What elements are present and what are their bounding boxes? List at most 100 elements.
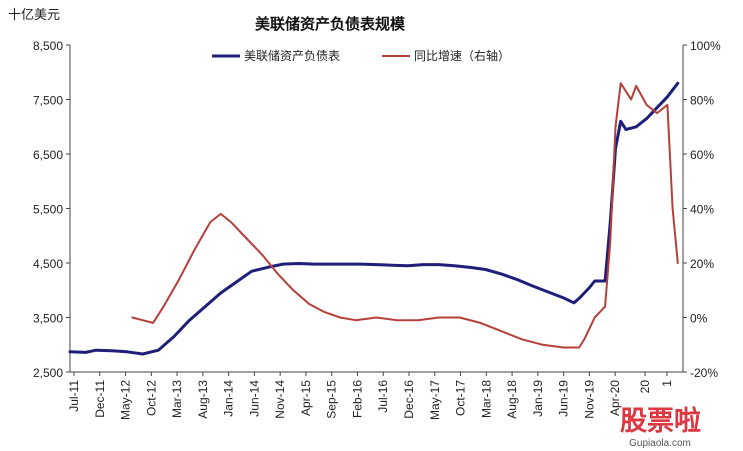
data-point-yoy-growth [578, 346, 580, 349]
y-right-tick-label: -20% [690, 366, 718, 380]
data-point-balance-sheet [485, 268, 487, 271]
x-tick-label: Jan-19 [531, 380, 545, 417]
data-point-balance-sheet [620, 120, 622, 122]
x-tick-label: Apr-20 [608, 380, 622, 416]
legend-label-yoy-growth: 同比增速（右轴） [414, 48, 510, 63]
data-point-yoy-growth [588, 327, 591, 329]
data-point-balance-sheet [666, 96, 669, 98]
y-right-tick-label: 40% [690, 203, 714, 217]
data-point-yoy-growth [308, 303, 310, 305]
data-point-yoy-growth [500, 330, 502, 332]
x-tick-label: Jan-14 [222, 380, 236, 417]
data-point-yoy-growth [230, 221, 232, 223]
data-point-balance-sheet [360, 263, 362, 265]
x-tick-label: May-12 [119, 380, 133, 420]
x-tick-label: Aug-18 [505, 380, 519, 419]
data-point-balance-sheet [251, 270, 253, 272]
data-point-yoy-growth [604, 306, 606, 308]
watermark: 股票啦 Gupiaola.com [620, 405, 701, 449]
data-point-balance-sheet [438, 264, 440, 266]
x-tick-label: 20 [638, 380, 652, 394]
x-tick-label: Aug-13 [196, 380, 210, 419]
data-point-yoy-growth [635, 85, 637, 87]
data-point-balance-sheet [573, 302, 575, 304]
data-point-yoy-growth [131, 316, 133, 319]
data-point-yoy-growth [459, 316, 461, 319]
x-tick-label: Oct-17 [454, 380, 468, 416]
data-point-yoy-growth [355, 319, 357, 321]
data-point-balance-sheet [375, 264, 378, 266]
x-tick-label: Nov-19 [582, 380, 596, 419]
y-left-tick-label: 2,500 [33, 366, 63, 380]
data-point-yoy-growth [292, 289, 294, 291]
data-point-yoy-growth [677, 262, 679, 264]
data-point-yoy-growth [521, 338, 523, 340]
data-point-balance-sheet [547, 291, 549, 293]
data-point-yoy-growth [646, 104, 648, 106]
data-point-balance-sheet [677, 82, 679, 84]
data-point-balance-sheet [594, 280, 596, 282]
watermark-url: Gupiaola.com [629, 438, 691, 449]
x-tick-label: Apr-15 [299, 380, 313, 416]
data-point-balance-sheet [126, 351, 128, 353]
data-point-yoy-growth [438, 316, 440, 319]
data-point-balance-sheet [173, 336, 175, 338]
data-point-balance-sheet [85, 351, 87, 353]
data-point-yoy-growth [142, 319, 144, 321]
data-point-yoy-growth [666, 104, 669, 106]
x-tick-label: Mar-13 [170, 380, 184, 418]
data-point-yoy-growth [542, 344, 544, 346]
y-left-tick-label: 3,500 [33, 312, 63, 326]
data-point-yoy-growth [583, 338, 585, 340]
data-point-balance-sheet [531, 285, 533, 287]
data-point-balance-sheet [69, 351, 71, 353]
x-tick-label: May-17 [428, 380, 442, 420]
data-point-yoy-growth [630, 98, 632, 101]
y-right-tick-label: 80% [690, 94, 714, 108]
data-point-balance-sheet [157, 349, 159, 351]
data-point-balance-sheet [344, 263, 346, 265]
data-point-yoy-growth [594, 316, 596, 319]
data-point-balance-sheet [329, 263, 331, 265]
data-point-balance-sheet [188, 319, 191, 321]
data-point-balance-sheet [625, 128, 627, 131]
data-point-yoy-growth [261, 254, 263, 256]
series-line-yoy-growth [131, 82, 679, 349]
data-point-balance-sheet [204, 306, 206, 308]
y-right-tick-label: 60% [690, 148, 714, 162]
x-tick-label: Jun-19 [557, 380, 571, 417]
data-point-yoy-growth [672, 207, 674, 210]
x-tick-label: Sep-15 [325, 380, 339, 419]
data-point-balance-sheet [583, 292, 585, 294]
data-point-balance-sheet [646, 118, 648, 120]
data-point-balance-sheet [95, 349, 97, 351]
data-point-yoy-growth [220, 213, 222, 215]
x-tick-label: Dec-11 [93, 380, 107, 418]
data-point-yoy-growth [209, 221, 211, 223]
data-point-balance-sheet [391, 264, 393, 266]
data-point-balance-sheet [578, 297, 580, 299]
legend: 美联储资产负债表 同比增速（右轴） [212, 48, 510, 63]
data-point-yoy-growth [396, 319, 398, 321]
y-left-tick-label: 7,500 [33, 94, 63, 108]
data-point-yoy-growth [375, 316, 378, 319]
chart-title: 美联储资产负债表规模 [255, 15, 406, 33]
data-point-yoy-growth [599, 311, 601, 313]
series-line-balance-sheet [68, 81, 680, 356]
x-tick-label: Jun-14 [247, 380, 261, 417]
data-point-balance-sheet [469, 266, 471, 268]
data-point-yoy-growth [162, 306, 165, 308]
data-point-yoy-growth [614, 126, 617, 128]
y-right-tick-label: 20% [690, 257, 714, 271]
data-point-balance-sheet [656, 107, 658, 109]
data-point-balance-sheet [220, 292, 222, 294]
data-point-yoy-growth [277, 273, 279, 275]
data-point-balance-sheet [235, 281, 237, 283]
data-point-yoy-growth [620, 82, 622, 84]
series-layer [68, 81, 680, 356]
data-point-balance-sheet [500, 273, 502, 275]
axes: 2,500 3,500 4,500 5,500 6,500 7,500 8,500 -20% 0… [33, 39, 721, 420]
data-point-balance-sheet [111, 350, 113, 352]
y-left-tick-label: 6,500 [33, 148, 63, 162]
